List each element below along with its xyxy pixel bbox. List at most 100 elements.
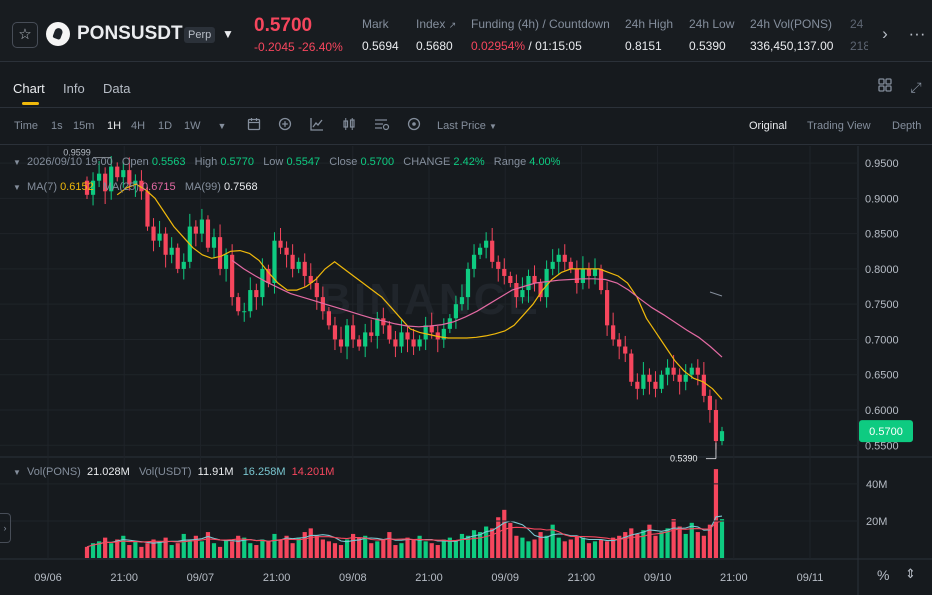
volume-bar bbox=[580, 537, 586, 558]
interval-15m[interactable]: 15m bbox=[73, 120, 95, 132]
auto-scale-icon[interactable]: ⇕ bbox=[905, 566, 916, 581]
vol-usdt-24h-label: 24 bbox=[850, 17, 864, 31]
ma-legend-toggle-icon[interactable]: ▼ bbox=[13, 183, 21, 192]
candle-body bbox=[350, 325, 356, 340]
candle-body bbox=[169, 247, 174, 255]
star-icon[interactable]: ☆ bbox=[12, 22, 38, 48]
interval-1h[interactable]: 1H bbox=[107, 120, 122, 132]
volume-bar bbox=[441, 539, 446, 558]
candle-body bbox=[363, 332, 368, 347]
candle-body bbox=[387, 325, 392, 340]
candle-body bbox=[217, 237, 223, 269]
time-axis-tick-label: 09/10 bbox=[644, 572, 672, 584]
candle-body bbox=[278, 240, 283, 248]
volume-bar bbox=[115, 539, 120, 558]
candle-body bbox=[332, 325, 338, 340]
volume-bar bbox=[490, 528, 495, 558]
add-indicator-icon[interactable] bbox=[276, 117, 294, 135]
volume-bar bbox=[96, 541, 102, 558]
candle-body bbox=[103, 173, 108, 192]
candle-body bbox=[90, 180, 96, 195]
interval-1d[interactable]: 1D bbox=[158, 120, 173, 132]
time-label: Time bbox=[14, 120, 39, 132]
candle-body bbox=[405, 332, 410, 340]
volume-bar bbox=[417, 535, 422, 558]
volume-bar bbox=[677, 526, 682, 558]
candle-body bbox=[308, 275, 313, 284]
percent-scale-icon[interactable]: % bbox=[877, 567, 890, 583]
candle-body bbox=[544, 268, 549, 298]
drawing-tools-icon[interactable] bbox=[405, 117, 423, 135]
tab-chart[interactable]: Chart bbox=[13, 81, 45, 96]
time-axis-tick-label: 21:00 bbox=[263, 572, 291, 584]
price-axis-tick-label: 0.6000 bbox=[865, 405, 899, 417]
ohlc-legend-toggle-icon[interactable]: ▼ bbox=[13, 158, 21, 167]
candle-body bbox=[526, 275, 531, 291]
candle-body bbox=[707, 395, 713, 411]
candle-body bbox=[490, 240, 495, 262]
candle-body bbox=[556, 254, 561, 262]
candle-body bbox=[302, 261, 307, 276]
volume-bar bbox=[502, 509, 507, 558]
time-axis-tick-label: 09/09 bbox=[491, 572, 519, 584]
index-price-label[interactable]: Index ↗ bbox=[416, 17, 457, 31]
volume-bar bbox=[236, 535, 241, 558]
volume-bar bbox=[199, 541, 205, 558]
current-price-tag-label: 0.5700 bbox=[869, 426, 903, 438]
symbol-dropdown-caret-icon[interactable]: ▼ bbox=[222, 27, 234, 41]
chart-settings-icon[interactable] bbox=[373, 117, 391, 135]
tab-data[interactable]: Data bbox=[103, 81, 131, 96]
volume-bar bbox=[90, 543, 96, 558]
low-marker-label: 0.5390 bbox=[670, 454, 698, 464]
volume-legend: ▼ Vol(PONS) 21.028M Vol(USDT) 11.91M 16.… bbox=[13, 466, 335, 478]
candle-body bbox=[417, 339, 422, 347]
calendar-icon[interactable] bbox=[245, 117, 263, 135]
funding-value: 0.02954% / 01:15:05 bbox=[471, 39, 582, 53]
volume-bar bbox=[84, 546, 90, 558]
candlestick-type-icon[interactable] bbox=[340, 117, 358, 135]
candle-body bbox=[592, 268, 598, 276]
low-24h-label: 24h Low bbox=[689, 17, 735, 31]
candle-body bbox=[181, 261, 186, 269]
volume-bar bbox=[314, 535, 319, 558]
candle-body bbox=[205, 219, 211, 248]
time-axis-tick-label: 09/07 bbox=[187, 572, 215, 584]
candle-body bbox=[193, 226, 198, 234]
candle-body bbox=[647, 374, 652, 382]
volume-bar bbox=[375, 541, 380, 558]
volume-bar bbox=[526, 541, 531, 558]
expand-panel-handle-icon[interactable]: › bbox=[0, 513, 11, 543]
candle-body bbox=[635, 381, 640, 389]
volume-bar bbox=[357, 537, 362, 558]
volume-bar bbox=[103, 537, 108, 558]
interval-dropdown-icon[interactable]: ▼ bbox=[217, 121, 227, 131]
view-trading-view[interactable]: Trading View bbox=[807, 120, 871, 132]
volume-legend-toggle-icon[interactable]: ▼ bbox=[13, 468, 21, 477]
expand-icon[interactable]: ⤢ bbox=[910, 79, 922, 95]
price-type-select[interactable]: Last Price ▼ bbox=[437, 120, 497, 132]
scroll-right-icon[interactable]: › bbox=[882, 24, 888, 43]
view-original[interactable]: Original bbox=[749, 120, 787, 132]
symbol-name[interactable]: PONSUSDT bbox=[77, 23, 183, 44]
interval-1w[interactable]: 1W bbox=[184, 120, 201, 132]
arrow-up-right-icon: ↗ bbox=[448, 20, 457, 30]
candle-body bbox=[254, 290, 259, 298]
candle-body bbox=[157, 233, 162, 241]
volume-bar bbox=[604, 541, 610, 558]
price-chart[interactable]: 0.9500 0.9000 0.8500 0.8000 0.7500 0.7000 0.65… bbox=[0, 146, 932, 595]
interval-1s[interactable]: 1s bbox=[51, 120, 63, 132]
volume-bar bbox=[695, 532, 700, 558]
candle-body bbox=[611, 325, 616, 340]
more-icon[interactable]: ··· bbox=[908, 24, 926, 43]
volume-bar bbox=[272, 533, 277, 558]
price-axis-tick-label: 0.7500 bbox=[865, 299, 899, 311]
line-chart-icon[interactable] bbox=[308, 117, 326, 135]
view-depth[interactable]: Depth bbox=[892, 120, 922, 132]
layout-grid-icon[interactable] bbox=[876, 78, 894, 96]
tab-info[interactable]: Info bbox=[63, 81, 85, 96]
volume-bar bbox=[653, 535, 658, 558]
high-24h-label: 24h High bbox=[625, 17, 674, 31]
candle-body bbox=[296, 261, 301, 269]
chart-background bbox=[0, 146, 932, 595]
interval-4h[interactable]: 4H bbox=[131, 120, 146, 132]
